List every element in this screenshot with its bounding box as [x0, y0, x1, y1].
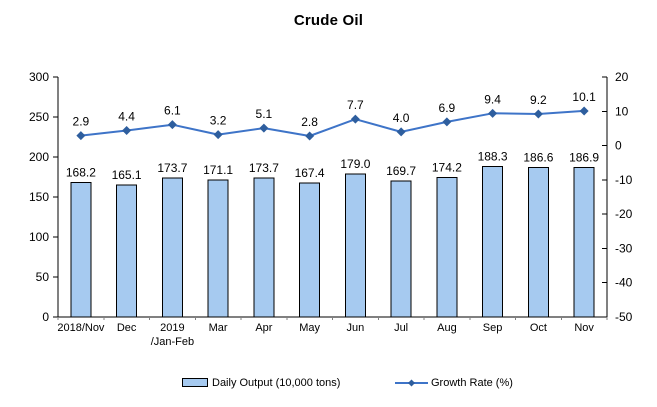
growth-value-label: 4.0 — [393, 111, 410, 125]
x-axis-category-label: Jul — [394, 322, 408, 334]
growth-value-label: 2.9 — [73, 115, 90, 129]
right-axis-tick-label: -50 — [615, 310, 633, 324]
bar-value-label: 173.7 — [249, 161, 279, 175]
left-axis-tick-label: 250 — [29, 110, 49, 124]
left-axis-tick-label: 300 — [29, 70, 49, 84]
growth-value-label: 9.2 — [530, 93, 547, 107]
x-axis-category-label: Jun — [347, 322, 365, 334]
bar — [436, 177, 458, 318]
x-axis-category-label: Apr — [255, 322, 272, 334]
bar-value-label: 173.7 — [157, 161, 187, 175]
bar-value-label: 167.4 — [295, 166, 325, 180]
growth-value-label: 9.4 — [484, 92, 501, 106]
chart-legend: Daily Output (10,000 tons) Growth Rate (… — [0, 377, 657, 395]
growth-marker — [122, 125, 132, 135]
x-axis-category-label: Nov — [574, 322, 594, 334]
growth-value-label: 4.4 — [118, 110, 135, 124]
left-axis-tick-label: 200 — [29, 150, 49, 164]
legend-label-growth-rate: Growth Rate (%) — [431, 377, 513, 389]
growth-value-label: 2.8 — [301, 115, 318, 129]
legend-item-growth-rate: Growth Rate (%) — [395, 377, 513, 389]
x-axis-category-label: Dec — [117, 322, 137, 334]
growth-marker — [350, 114, 360, 124]
growth-marker — [488, 108, 498, 118]
right-axis-tick-label: -20 — [615, 207, 633, 221]
bar-series-legend-icon — [182, 378, 208, 387]
x-axis-category-label: Mar — [209, 322, 228, 334]
right-axis-tick-label: 0 — [615, 139, 622, 153]
growth-value-label: 6.1 — [164, 104, 181, 118]
chart-title: Crude Oil — [293, 12, 364, 29]
bar-value-label: 186.6 — [523, 151, 553, 165]
left-axis-tick-label: 100 — [29, 230, 49, 244]
bar — [116, 184, 138, 318]
right-axis-tick-label: -10 — [615, 173, 633, 187]
growth-marker — [579, 106, 589, 116]
legend-label-daily-output: Daily Output (10,000 tons) — [212, 377, 341, 389]
bar-value-label: 168.2 — [66, 165, 96, 179]
growth-value-label: 10.1 — [572, 90, 596, 104]
growth-marker — [213, 130, 223, 140]
growth-marker — [442, 117, 452, 127]
growth-marker — [167, 120, 177, 130]
right-axis-tick-label: 20 — [615, 70, 629, 84]
x-axis-category-label: Oct — [530, 322, 547, 334]
bar — [573, 167, 595, 318]
legend-item-daily-output: Daily Output (10,000 tons) — [182, 377, 340, 389]
growth-value-label: 6.9 — [439, 101, 456, 115]
bar — [253, 177, 275, 318]
growth-marker — [76, 131, 86, 141]
right-axis-tick-label: -30 — [615, 241, 633, 255]
growth-marker — [259, 123, 269, 133]
x-axis-category-label: Sep — [483, 322, 503, 334]
growth-marker — [533, 109, 543, 119]
bar — [207, 179, 229, 318]
growth-value-label: 5.1 — [256, 107, 273, 121]
bar — [390, 180, 412, 318]
bar — [161, 177, 183, 318]
bar-value-label: 169.7 — [386, 164, 416, 178]
growth-value-label: 7.7 — [347, 98, 364, 112]
growth-value-label: 3.2 — [210, 114, 227, 128]
bar-value-label: 179.0 — [340, 157, 370, 171]
right-axis-tick-label: -40 — [615, 276, 633, 290]
left-axis-tick-label: 150 — [29, 190, 49, 204]
bar-value-label: 186.9 — [569, 151, 599, 165]
x-axis-category-label: /Jan-Feb — [151, 336, 194, 348]
bar-value-label: 171.1 — [203, 163, 233, 177]
x-axis-category-label: May — [299, 322, 320, 334]
growth-line — [80, 109, 585, 137]
growth-marker — [396, 127, 406, 137]
bar-value-label: 174.2 — [432, 161, 462, 175]
line-series-legend-icon — [395, 379, 428, 387]
chart-plot-area: 168.2 165.1 173.7 171.1 173.7 167.4 179.0 169.7… — [29, 70, 633, 348]
growth-marker — [305, 131, 315, 141]
x-axis-category-label: Aug — [437, 322, 457, 334]
left-axis-tick-label: 50 — [36, 270, 50, 284]
bar — [527, 167, 549, 318]
bar — [70, 181, 92, 318]
x-axis-category-label: 2018/Nov — [57, 322, 105, 334]
bar-value-label: 188.3 — [478, 149, 508, 163]
left-axis-tick-label: 0 — [42, 310, 49, 324]
right-axis-tick-label: 10 — [615, 104, 629, 118]
bar — [299, 182, 321, 318]
x-axis-category-label: 2019 — [160, 322, 184, 334]
bar — [344, 173, 366, 318]
bar — [482, 165, 504, 318]
bar-value-label: 165.1 — [112, 168, 142, 182]
